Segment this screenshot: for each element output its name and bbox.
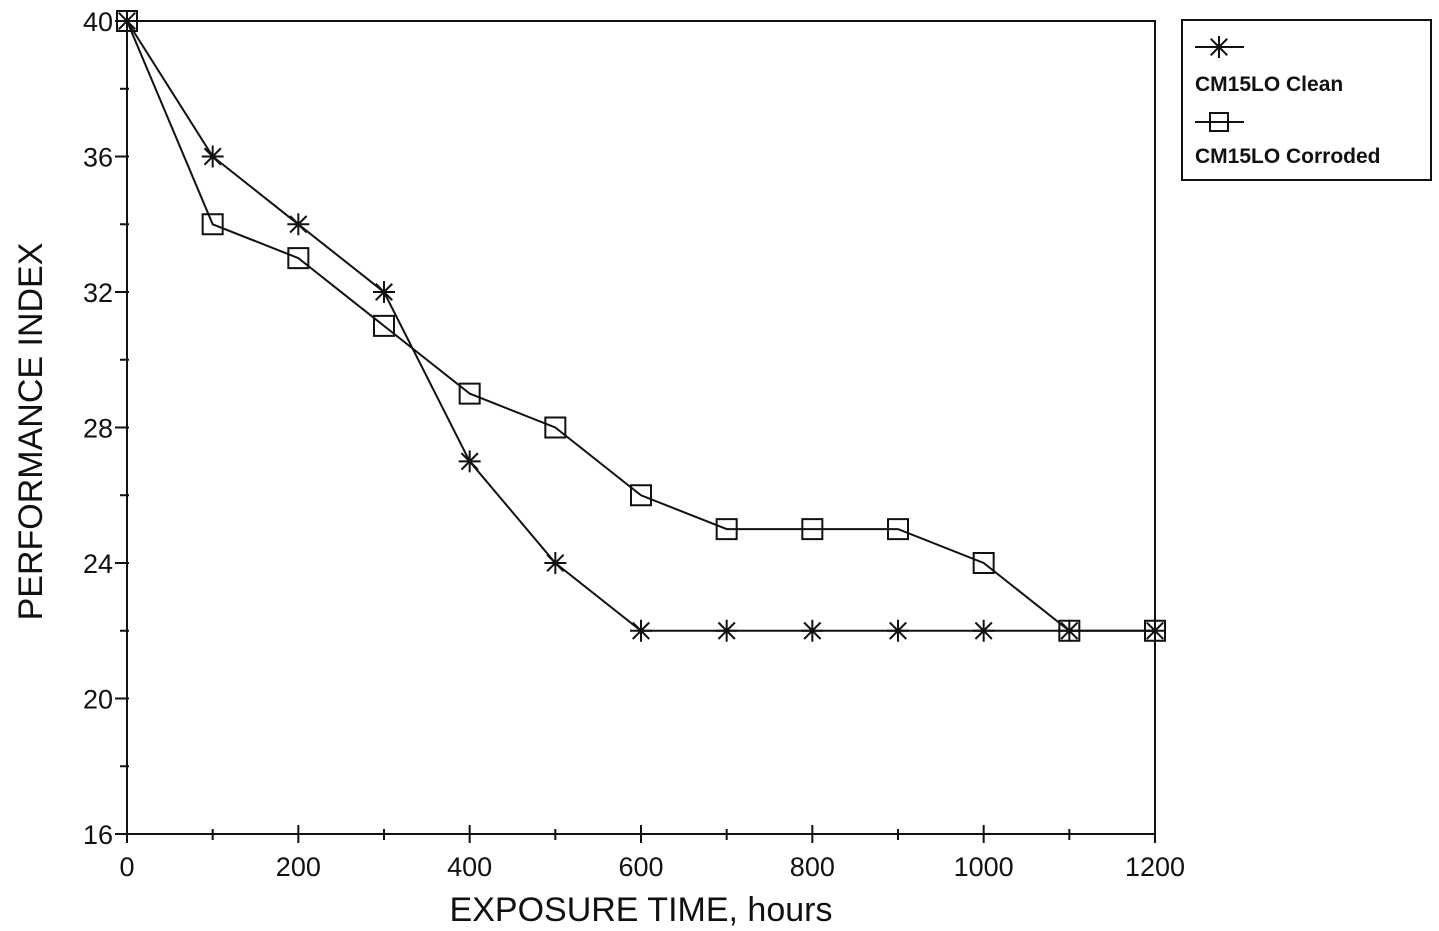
y-tick-label: 40 [83, 7, 113, 37]
square-marker [458, 382, 481, 405]
y-axis-title: PERFORMANCE INDEX [12, 243, 50, 621]
asterisk-marker [887, 619, 909, 642]
y-tick-label: 16 [83, 820, 113, 850]
y-tick-label: 32 [83, 278, 113, 308]
asterisk-marker [544, 552, 567, 574]
square-marker [373, 314, 395, 337]
series-corroded [116, 10, 1166, 642]
x-tick-label: 200 [276, 852, 321, 882]
y-tick-label: 24 [83, 549, 113, 579]
square-marker [1209, 112, 1229, 132]
square-marker [201, 213, 224, 236]
legend-item-clean: CM15LO Clean [1195, 36, 1343, 96]
asterisk-marker [972, 619, 995, 642]
square-marker [287, 247, 310, 270]
square-marker [116, 10, 138, 32]
square-marker [630, 484, 652, 507]
series-clean [116, 10, 1166, 642]
series-line [126, 20, 1155, 632]
legend-label: CM15LO Clean [1195, 73, 1343, 96]
x-tick-label: 1200 [1125, 852, 1185, 882]
asterisk-marker [373, 281, 395, 303]
square-marker [972, 552, 995, 574]
legend-label: CM15LO Corroded [1195, 145, 1381, 168]
square-marker [801, 518, 824, 541]
asterisk-marker [630, 619, 652, 642]
asterisk-marker [715, 619, 738, 642]
x-axis-title: EXPOSURE TIME, hours [450, 891, 833, 929]
x-tick-label: 600 [618, 852, 663, 882]
asterisk-marker [287, 213, 310, 236]
legend-item-corroded: CM15LO Corroded [1195, 112, 1381, 168]
x-tick-label: 1000 [954, 852, 1014, 882]
axes: 0 200 400 600 800 1000 1200 16 20 24 28 32 36 40 [83, 7, 1185, 882]
plot-area [126, 20, 1156, 835]
asterisk-marker [458, 450, 481, 473]
asterisk-marker [801, 619, 824, 642]
y-tick-label: 36 [83, 143, 113, 173]
asterisk-marker [201, 145, 224, 168]
series-line [126, 20, 1155, 632]
asterisk-marker [1208, 36, 1230, 58]
series [116, 10, 1166, 642]
x-tick-label: 800 [790, 852, 835, 882]
plot-frame [126, 20, 1156, 835]
y-tick-label: 20 [83, 685, 113, 715]
square-marker [715, 518, 738, 541]
square-marker [887, 518, 909, 541]
square-marker [544, 416, 567, 439]
x-tick-label: 0 [119, 852, 134, 882]
y-tick-label: 28 [83, 414, 113, 444]
square-marker [1058, 619, 1081, 642]
x-tick-label: 400 [447, 852, 492, 882]
square-marker [1144, 619, 1166, 642]
legend: CM15LO Clean CM15LO Corroded [1181, 19, 1432, 181]
